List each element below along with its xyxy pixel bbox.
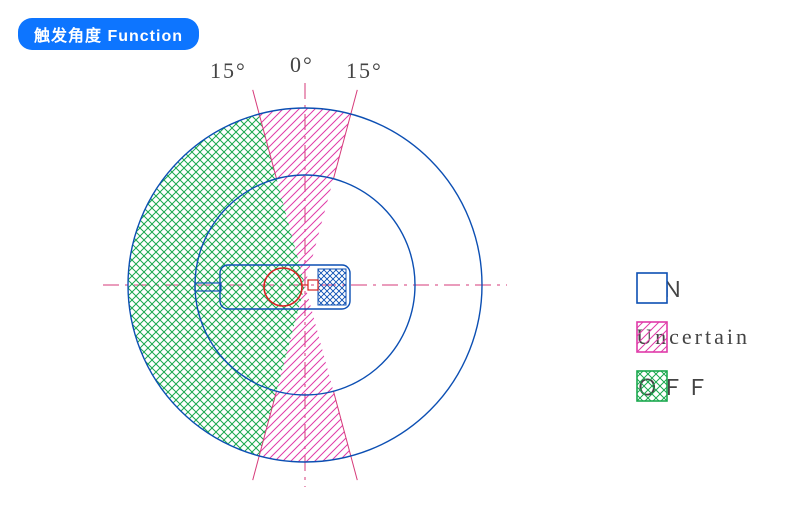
angle-function-diagram	[0, 0, 790, 507]
angle-label-right: 15°	[346, 58, 383, 84]
legend-swatch-uncertain	[636, 321, 668, 353]
legend-row-on: ＯＮ	[636, 272, 750, 304]
angle-label-zero: 0°	[290, 52, 314, 78]
legend-swatch-off	[636, 370, 668, 402]
legend: ＯＮ Uncertain ＯＦＦ	[636, 272, 750, 422]
component-mesh	[318, 269, 346, 305]
angle-label-left: 15°	[210, 58, 247, 84]
legend-row-uncertain: Uncertain	[636, 324, 750, 350]
legend-swatch-on	[636, 272, 668, 304]
legend-row-off: ＯＦＦ	[636, 370, 750, 402]
